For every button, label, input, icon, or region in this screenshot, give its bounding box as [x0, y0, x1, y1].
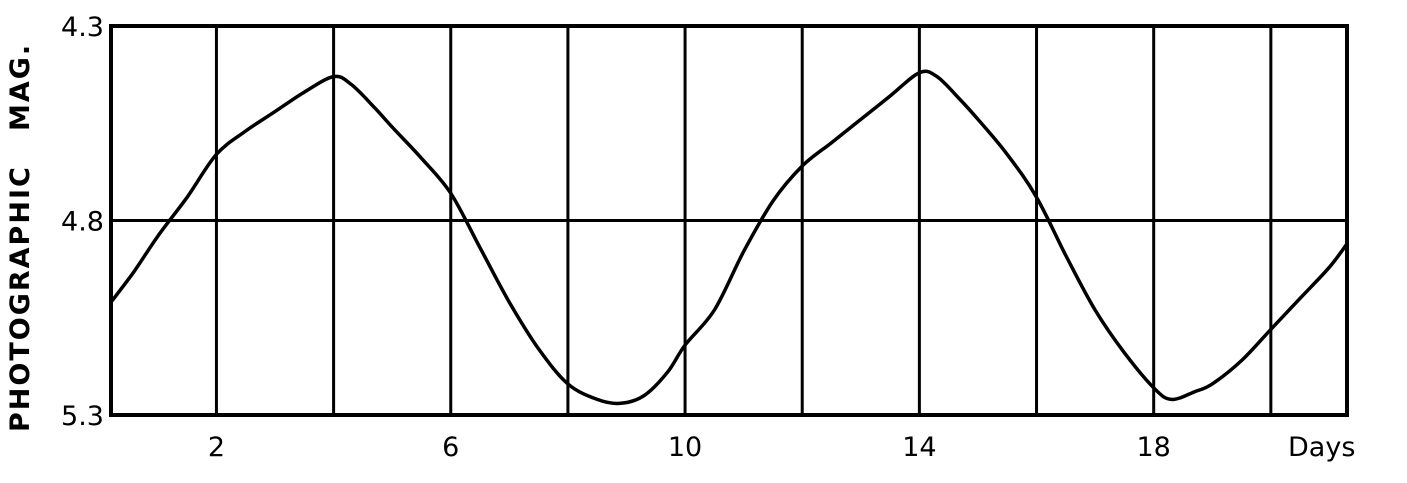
x-tick-labels: 2 6 10 14 18: [208, 432, 1171, 463]
x-axis-label: Days: [1288, 432, 1355, 463]
x-tick-label: 18: [1137, 432, 1171, 463]
light-curve-line: [109, 69, 1349, 406]
y-tick-labels: 4.3 4.8 5.3: [61, 12, 104, 432]
x-tick-label: 2: [208, 432, 225, 463]
y-tick-label: 4.3: [61, 12, 104, 43]
y-tick-label: 5.3: [61, 401, 104, 432]
y-tick-label: 4.8: [61, 207, 104, 238]
x-tick-label: 10: [668, 432, 702, 463]
x-tick-label: 6: [442, 432, 459, 463]
x-tick-label: 14: [902, 432, 936, 463]
grid-lines: [111, 26, 1347, 415]
y-axis-label: PHOTOGRAPHIC MAG.: [5, 43, 36, 432]
